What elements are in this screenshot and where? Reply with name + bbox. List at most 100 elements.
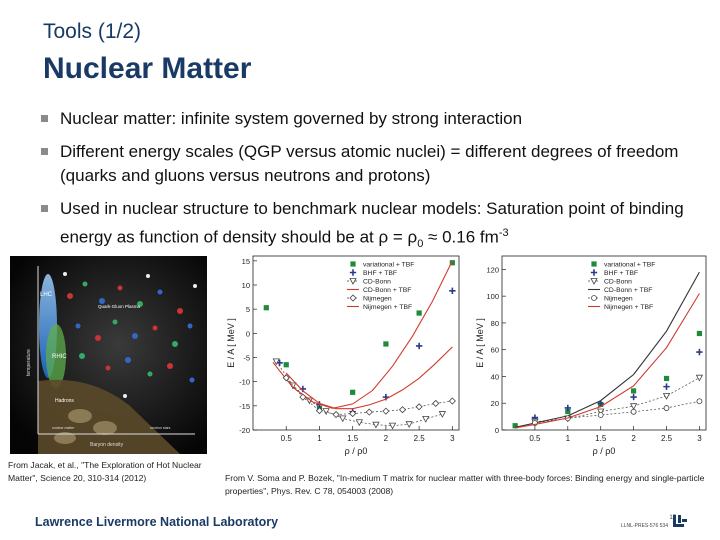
data-point-triangle xyxy=(339,415,347,423)
data-point-triangle xyxy=(597,408,605,416)
legend-entry: BHF + TBF xyxy=(363,270,397,277)
y-tick-label: 100 xyxy=(486,292,499,301)
data-point-square xyxy=(631,388,637,394)
bullet-text: Different energy scales (QGP versus atom… xyxy=(60,142,679,185)
y-tick-label: -10 xyxy=(239,378,250,387)
footer-lab-name: Lawrence Livermore National Laboratory xyxy=(35,515,279,529)
neutron-matter-chart: 0.5 1 1.5 2 2.5 3 0 20 40 60 80 100 120 ρ / ρ0 E / A [… xyxy=(475,255,707,456)
data-point-diamond xyxy=(432,399,440,407)
data-point-square xyxy=(591,261,597,267)
bullet-square-icon xyxy=(41,205,48,212)
data-point-plus xyxy=(597,400,604,407)
data-point-plus xyxy=(564,404,572,412)
caption-left: From Jacak, et al., "The Exploration of … xyxy=(8,460,202,483)
series-nijmegen-tbf xyxy=(285,346,453,410)
x-axis-label: ρ / ρ0 xyxy=(593,446,616,456)
bullet-item: Different energy scales (QGP versus atom… xyxy=(40,140,710,188)
data-point-triangle xyxy=(372,421,380,429)
legend-entry: CD-Bonn + TBF xyxy=(604,287,652,294)
data-point-triangle xyxy=(422,415,430,423)
rho-symbol: ρ xyxy=(407,227,418,247)
data-point-diamond xyxy=(415,403,423,411)
bullet-square-icon xyxy=(41,148,48,155)
data-point-circle xyxy=(597,412,604,418)
y-axis-label: E / A [ MeV ] xyxy=(475,318,485,368)
legend-entry: CD-Bonn xyxy=(604,279,632,286)
series-line xyxy=(515,293,700,429)
data-point-square xyxy=(565,408,571,415)
page-number: 15 xyxy=(669,515,676,521)
data-point-triangle xyxy=(695,374,704,382)
x-tick-label: 1 xyxy=(317,434,322,443)
y-tick-label: 15 xyxy=(242,257,250,266)
data-point-plus xyxy=(696,348,703,356)
neutron-stars-label: neutron stars xyxy=(150,426,171,430)
hadrons-label: Hadrons xyxy=(55,398,74,404)
y-tick-label: 40 xyxy=(491,372,499,381)
data-point-circle xyxy=(663,405,670,411)
data-point-triangle xyxy=(349,278,357,285)
data-point-diamond xyxy=(448,397,456,405)
data-point-plus xyxy=(630,393,637,401)
legend-entry: Nijmegen xyxy=(363,296,392,303)
y-tick-label: 5 xyxy=(246,305,250,314)
y-tick-label: 120 xyxy=(486,265,499,274)
data-point-plus xyxy=(415,342,423,350)
bullet-text: Used in nuclear structure to benchmark n… xyxy=(60,199,684,247)
data-point-diamond xyxy=(398,406,407,414)
rho-subscript: 0 xyxy=(417,238,424,251)
plot-frame xyxy=(501,255,707,431)
y-tick-label: -20 xyxy=(239,426,250,435)
slide-subtitle: Tools (1/2) xyxy=(43,20,142,43)
data-point-diamond xyxy=(315,407,324,415)
bullet-item: Used in nuclear structure to benchmark n… xyxy=(40,197,710,256)
data-point-triangle xyxy=(662,393,671,400)
bullet-item: Nuclear matter: infinite system governed… xyxy=(40,107,710,131)
data-point-diamond xyxy=(365,408,373,416)
qcd-phase-diagram: LHC RHIC temperature Quark-Gluon Plasma … xyxy=(10,256,207,454)
series-line xyxy=(534,377,700,423)
x-tick-label: 1.5 xyxy=(595,434,607,443)
data-point-square xyxy=(350,389,356,395)
data-point-triangle xyxy=(322,408,330,415)
data-point-triangle xyxy=(629,403,638,411)
data-point-square xyxy=(383,341,389,347)
series-variational-tbf xyxy=(512,330,703,429)
data-point-plus xyxy=(349,269,357,276)
x-tick-label: 0.5 xyxy=(281,434,293,443)
data-point-plus xyxy=(590,269,598,276)
baryon-density-label: Baryon density xyxy=(90,442,124,448)
data-point-triangle xyxy=(438,411,447,418)
x-tick-label: 3 xyxy=(450,434,455,443)
density-value: ≈ 0.16 fm xyxy=(423,227,499,247)
qgp-label: Quark-Gluon Plasma xyxy=(98,304,141,309)
bullet-list: Nuclear matter: infinite system governed… xyxy=(40,107,710,265)
y-tick-label: -15 xyxy=(239,402,250,411)
data-point-triangle xyxy=(272,358,280,366)
particle-field xyxy=(63,272,197,398)
series-cd-bonn xyxy=(272,358,447,430)
y-tick-label: 80 xyxy=(491,319,499,328)
x-tick-label: 1.5 xyxy=(347,434,359,443)
data-point-square xyxy=(512,423,518,429)
x-tick-label: 1 xyxy=(566,434,571,443)
bullet-text: Nuclear matter: infinite system governed… xyxy=(60,109,523,128)
data-point-triangle xyxy=(405,421,413,429)
rhic-beam xyxy=(46,324,66,388)
data-point-square xyxy=(283,362,289,368)
data-point-square xyxy=(263,305,269,311)
legend-entry: Nijmegen xyxy=(604,296,633,303)
data-point-triangle xyxy=(388,422,397,430)
rhic-label: RHIC xyxy=(52,354,67,360)
data-point-circle xyxy=(696,398,703,405)
rho-symbol: ρ xyxy=(378,227,389,247)
data-point-plus xyxy=(449,287,456,294)
legend-entry: CD-Bonn xyxy=(363,279,391,286)
legend-entry: Nijmegen + TBF xyxy=(363,304,412,311)
x-axis-label: ρ / ρ0 xyxy=(345,446,368,456)
x-tick-label: 2 xyxy=(384,434,389,443)
data-point-diamond xyxy=(299,393,307,401)
